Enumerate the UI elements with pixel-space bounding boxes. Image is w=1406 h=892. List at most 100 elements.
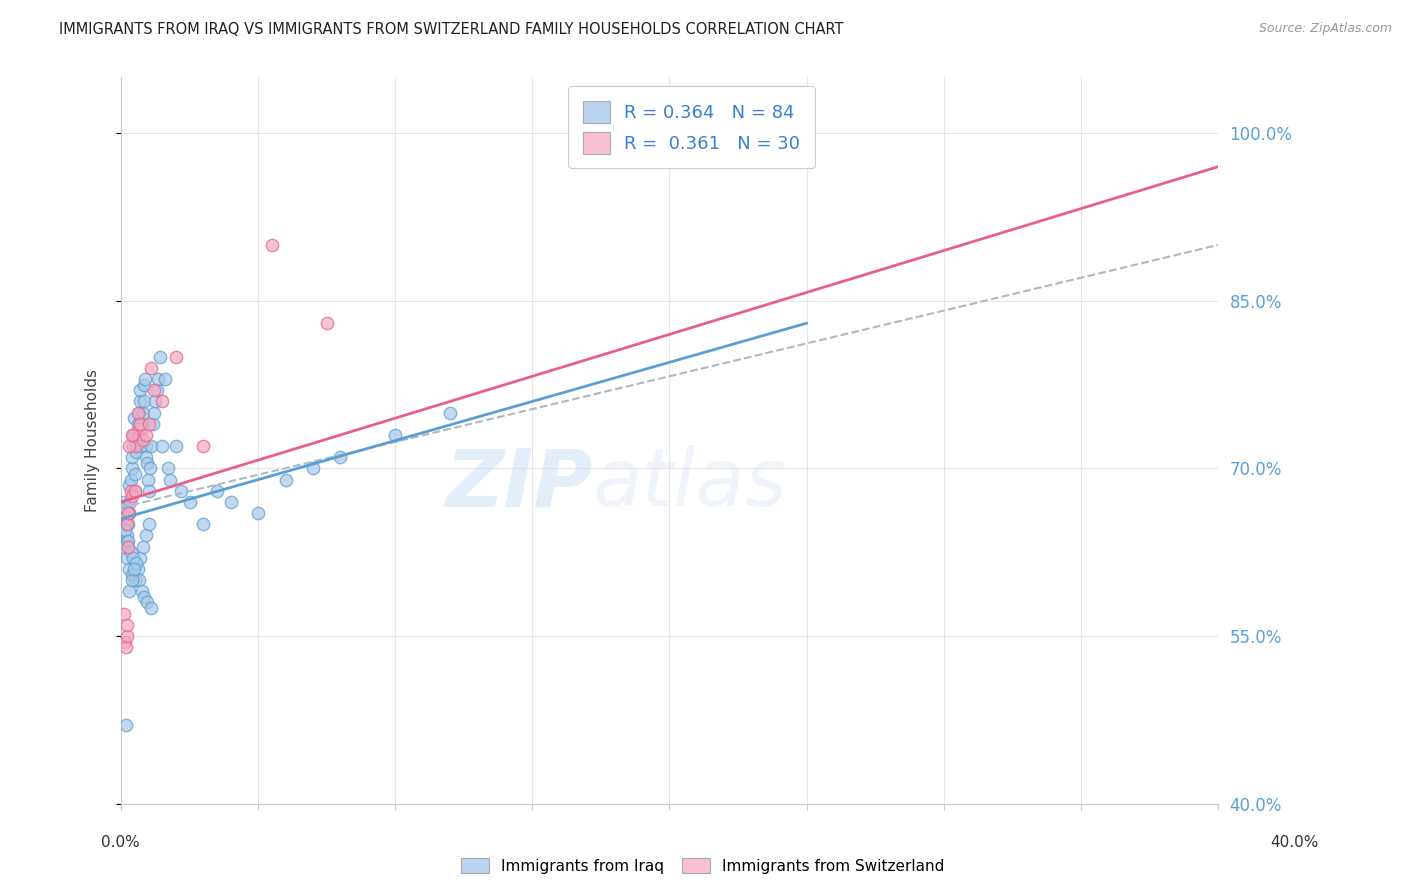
Point [122,428,145,442]
Point [118,584,141,599]
Text: 40.0%: 40.0% [1271,836,1319,850]
Point [117,517,139,532]
Point [128,394,150,409]
Point [112,607,135,621]
Point [115,528,138,542]
Point [439,406,461,420]
Point [247,506,270,520]
Point [122,428,145,442]
Point [115,534,138,549]
Point [131,422,153,436]
Point [150,439,173,453]
Point [118,562,141,576]
Point [134,377,156,392]
Point [127,406,149,420]
Point [115,517,138,532]
Point [118,506,141,520]
Point [148,350,170,364]
Point [125,428,148,442]
Point [124,573,146,587]
Point [128,573,150,587]
Point [124,483,146,498]
Point [127,434,149,448]
Point [143,406,166,420]
Point [122,550,145,565]
Point [136,473,159,487]
Text: IMMIGRANTS FROM IRAQ VS IMMIGRANTS FROM SWITZERLAND FAMILY HOUSEHOLDS CORRELATIO: IMMIGRANTS FROM IRAQ VS IMMIGRANTS FROM … [59,22,844,37]
Point [302,461,325,475]
Text: Source: ZipAtlas.com: Source: ZipAtlas.com [1258,22,1392,36]
Point [121,461,143,475]
Point [134,590,156,604]
Point [135,450,157,465]
Point [205,483,228,498]
Point [121,428,143,442]
Point [129,550,152,565]
Point [118,506,141,520]
Point [129,383,152,397]
Text: 0.0%: 0.0% [101,836,141,850]
Point [121,439,143,453]
Point [260,238,283,252]
Point [138,483,160,498]
Point [132,540,155,554]
Point [121,567,143,582]
Point [796,126,818,140]
Point [121,489,143,503]
Point [128,422,150,436]
Point [118,495,141,509]
Point [121,450,143,465]
Point [129,417,152,431]
Point [115,517,138,532]
Point [117,506,139,520]
Point [129,439,152,453]
Y-axis label: Family Households: Family Households [86,369,100,512]
Point [150,394,173,409]
Point [120,545,142,559]
Point [124,562,146,576]
Point [179,495,201,509]
Point [131,584,153,599]
Point [117,540,139,554]
Point [125,557,148,571]
Point [120,483,142,498]
Point [132,394,155,409]
Point [142,417,165,431]
Point [120,473,142,487]
Point [141,360,163,375]
Point [138,517,160,532]
Point [165,350,187,364]
Point [114,634,136,648]
Point [170,483,193,498]
Point [193,517,215,532]
Point [115,629,138,643]
Point [135,528,157,542]
Point [141,439,163,453]
Point [115,550,138,565]
Point [146,372,169,386]
Legend: Immigrants from Iraq, Immigrants from Switzerland: Immigrants from Iraq, Immigrants from Sw… [456,852,950,880]
Point [132,434,155,448]
Point [274,473,297,487]
Point [127,417,149,431]
Point [132,406,155,420]
Point [115,718,138,732]
Point [127,562,149,576]
Point [134,372,156,386]
Point [153,372,176,386]
Point [124,467,146,481]
Point [136,595,159,609]
Point [141,601,163,615]
Point [135,428,157,442]
Point [143,383,166,397]
Point [315,316,337,330]
Point [145,394,167,409]
Point [124,411,146,425]
Point [139,461,162,475]
Point [146,383,169,397]
Point [128,406,150,420]
Point [114,500,136,515]
Point [117,534,139,549]
Point [329,450,352,465]
Point [125,439,148,453]
